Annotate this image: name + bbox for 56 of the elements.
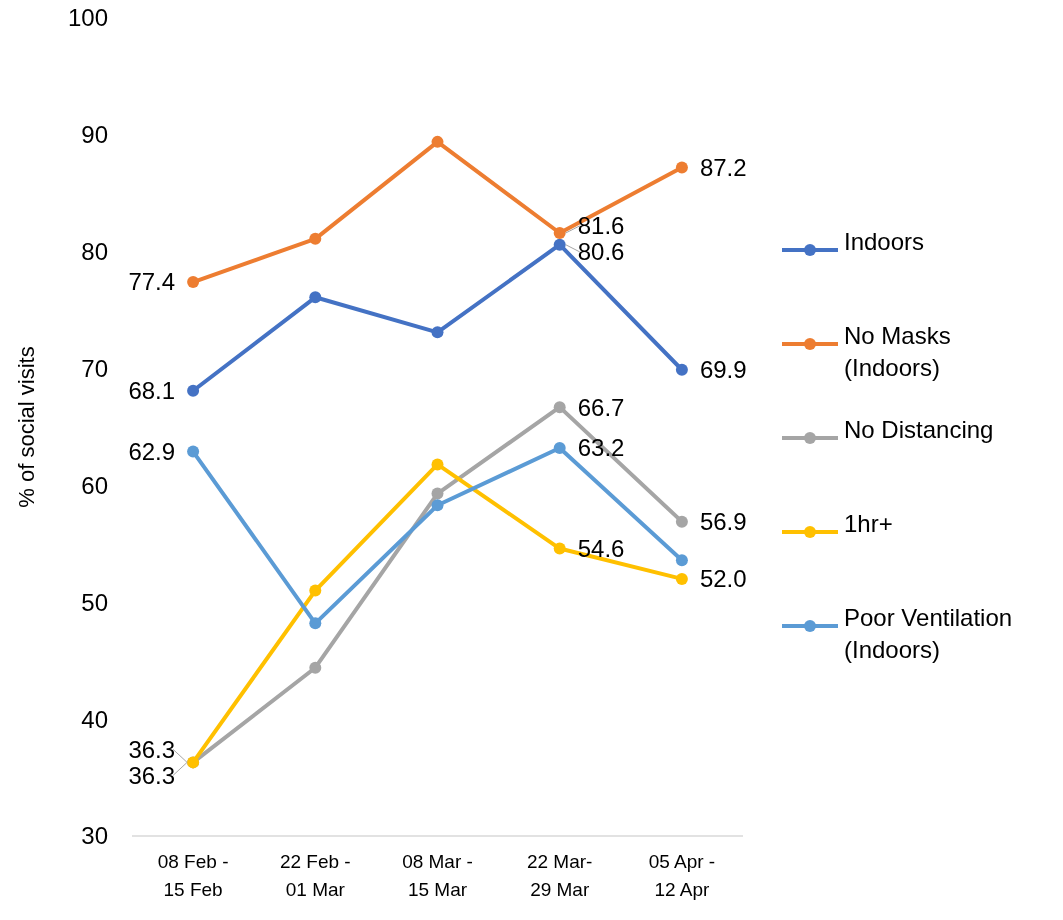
point <box>187 276 200 289</box>
point <box>553 442 566 455</box>
point <box>187 384 200 397</box>
data-label: 81.6 <box>577 212 625 240</box>
data-label: 77.4 <box>128 268 176 296</box>
point <box>553 238 566 251</box>
data-label: 66.7 <box>577 393 625 421</box>
data-label: 52.0 <box>699 565 747 593</box>
point <box>187 445 200 458</box>
y-tick-label: 70 <box>81 354 108 382</box>
data-label: 62.9 <box>128 437 176 465</box>
y-tick-label: 100 <box>67 4 108 32</box>
legend-label: No Masks (Indoors) <box>844 322 951 381</box>
point <box>309 291 322 304</box>
point <box>431 499 444 512</box>
y-tick-label: 40 <box>81 705 108 733</box>
y-tick-label: 50 <box>81 588 108 616</box>
legend-label: 1hr+ <box>844 510 893 537</box>
legend-label: No Distancing <box>844 416 994 443</box>
point <box>675 515 688 528</box>
y-tick-label: 30 <box>81 822 108 850</box>
data-label: 36.3 <box>128 735 176 763</box>
point <box>431 487 444 500</box>
point <box>309 661 322 674</box>
data-label: 54.6 <box>577 534 625 562</box>
y-tick-label: 60 <box>81 471 108 499</box>
point <box>431 458 444 471</box>
point <box>309 584 322 597</box>
point <box>675 554 688 567</box>
point <box>553 227 566 240</box>
data-label: 63.2 <box>577 434 625 462</box>
data-label: 56.9 <box>699 508 747 536</box>
point <box>309 617 322 630</box>
point <box>309 232 322 245</box>
x-tick-label: 05 Apr - 12 Apr <box>648 851 716 900</box>
x-tick-label: 22 Mar-29 Mar <box>526 851 593 900</box>
x-tick-label: 22 Feb - 01 Mar <box>279 851 351 900</box>
point <box>553 542 566 555</box>
legend-label: Poor Ventilation (Indoors) <box>844 604 1013 663</box>
data-label: 80.6 <box>577 238 625 266</box>
data-label: 69.9 <box>699 356 747 384</box>
point <box>431 135 444 148</box>
x-tick-label: 08 Mar - 15 Mar <box>402 851 473 900</box>
legend-label: Indoors <box>844 228 925 255</box>
point <box>675 363 688 376</box>
data-label: 68.1 <box>128 377 176 405</box>
data-label: 87.2 <box>699 153 747 181</box>
point <box>431 326 444 339</box>
y-tick-label: 90 <box>81 121 108 149</box>
point <box>675 572 688 585</box>
y-tick-label: 80 <box>81 238 108 266</box>
y-axis-title: % of social visits <box>14 346 39 508</box>
x-tick-label: 08 Feb - 15 Feb <box>157 851 229 900</box>
point <box>675 161 688 174</box>
data-label: 36.3 <box>128 761 176 789</box>
point <box>553 401 566 414</box>
